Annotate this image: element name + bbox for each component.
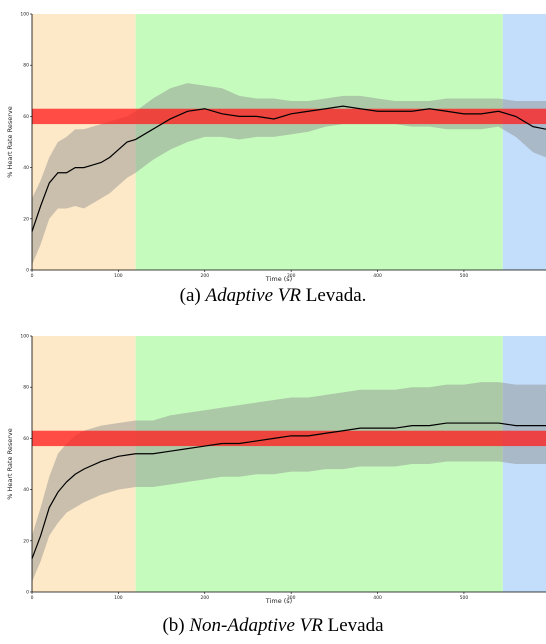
- adaptive-ytick-label: 80: [23, 63, 29, 69]
- non-adaptive-ytick-label: 60: [23, 436, 29, 442]
- non-adaptive-ytick-label: 80: [23, 385, 29, 391]
- chart-panel-adaptive: 0 20 40 60 80 100 0 100 200 300 400 500 Time (s) % He…: [0, 0, 546, 282]
- caption-non-adaptive-prefix: (b): [162, 615, 190, 636]
- chart-non-adaptive: 0 20 40 60 80 100 0 100 200 300 400 500 Time (s) % He…: [6, 334, 546, 604]
- adaptive-zone-cool-down: [502, 14, 546, 270]
- adaptive-xtick-label: 200: [200, 273, 209, 279]
- adaptive-xtick-label: 100: [114, 273, 123, 279]
- chart-panel-non-adaptive: 0 20 40 60 80 100 0 100 200 300 400 500 Time (s) % He…: [0, 322, 546, 604]
- adaptive-ytick-label: 0: [26, 268, 29, 274]
- adaptive-ytick-label: 100: [20, 12, 29, 18]
- non-adaptive-xtick-label: 100: [114, 595, 123, 601]
- non-adaptive-zone-warm-up: [32, 336, 136, 592]
- adaptive-xtick-label: 500: [460, 273, 469, 279]
- non-adaptive-mean-line: [31, 422, 546, 559]
- non-adaptive-xtick-label: 500: [460, 595, 469, 601]
- non-adaptive-ytick-label: 0: [26, 590, 29, 596]
- adaptive-xlabel: Time (s): [265, 275, 292, 282]
- chart-adaptive: 0 20 40 60 80 100 0 100 200 300 400 500 Time (s) % He…: [6, 12, 546, 282]
- non-adaptive-zone-exercise: [135, 336, 503, 592]
- caption-adaptive-prefix: (a): [179, 285, 206, 306]
- adaptive-ylabel: % Heart Rate Reserve: [6, 106, 14, 178]
- non-adaptive-xtick-label: 0: [31, 595, 34, 601]
- adaptive-sd-band: [32, 83, 546, 265]
- caption-non-adaptive-emph: Non-Adaptive VR: [189, 615, 323, 636]
- adaptive-xtick-label: 400: [373, 273, 382, 279]
- caption-adaptive-emph: Adaptive VR: [205, 285, 301, 306]
- adaptive-xtick-label: 0: [31, 273, 34, 279]
- non-adaptive-ytick-label: 20: [23, 538, 29, 544]
- non-adaptive-target-band: [32, 430, 546, 447]
- adaptive-ytick-label: 40: [23, 165, 29, 171]
- adaptive-mean-line: [31, 105, 546, 232]
- caption-adaptive: (a) Adaptive VR Levada.: [0, 285, 546, 307]
- caption-adaptive-suffix: Levada.: [300, 285, 367, 306]
- adaptive-zone-warm-up: [32, 14, 136, 270]
- non-adaptive-ytick-label: 100: [20, 334, 29, 340]
- non-adaptive-xlabel: Time (s): [265, 597, 292, 604]
- adaptive-ytick-label: 20: [23, 216, 29, 222]
- adaptive-xtick-label: 300: [287, 273, 296, 279]
- non-adaptive-zone-cool-down: [502, 336, 546, 592]
- caption-non-adaptive: (b) Non-Adaptive VR Levada: [0, 615, 546, 637]
- non-adaptive-ytick-label: 40: [23, 487, 29, 493]
- adaptive-ytick-label: 60: [23, 114, 29, 120]
- caption-non-adaptive-suffix: Levada: [322, 615, 384, 636]
- non-adaptive-xtick-label: 400: [373, 595, 382, 601]
- non-adaptive-ylabel: % Heart Rate Reserve: [6, 428, 14, 500]
- adaptive-zone-exercise: [135, 14, 503, 270]
- non-adaptive-xtick-label: 200: [200, 595, 209, 601]
- adaptive-target-band: [32, 108, 546, 125]
- non-adaptive-xtick-label: 300: [287, 595, 296, 601]
